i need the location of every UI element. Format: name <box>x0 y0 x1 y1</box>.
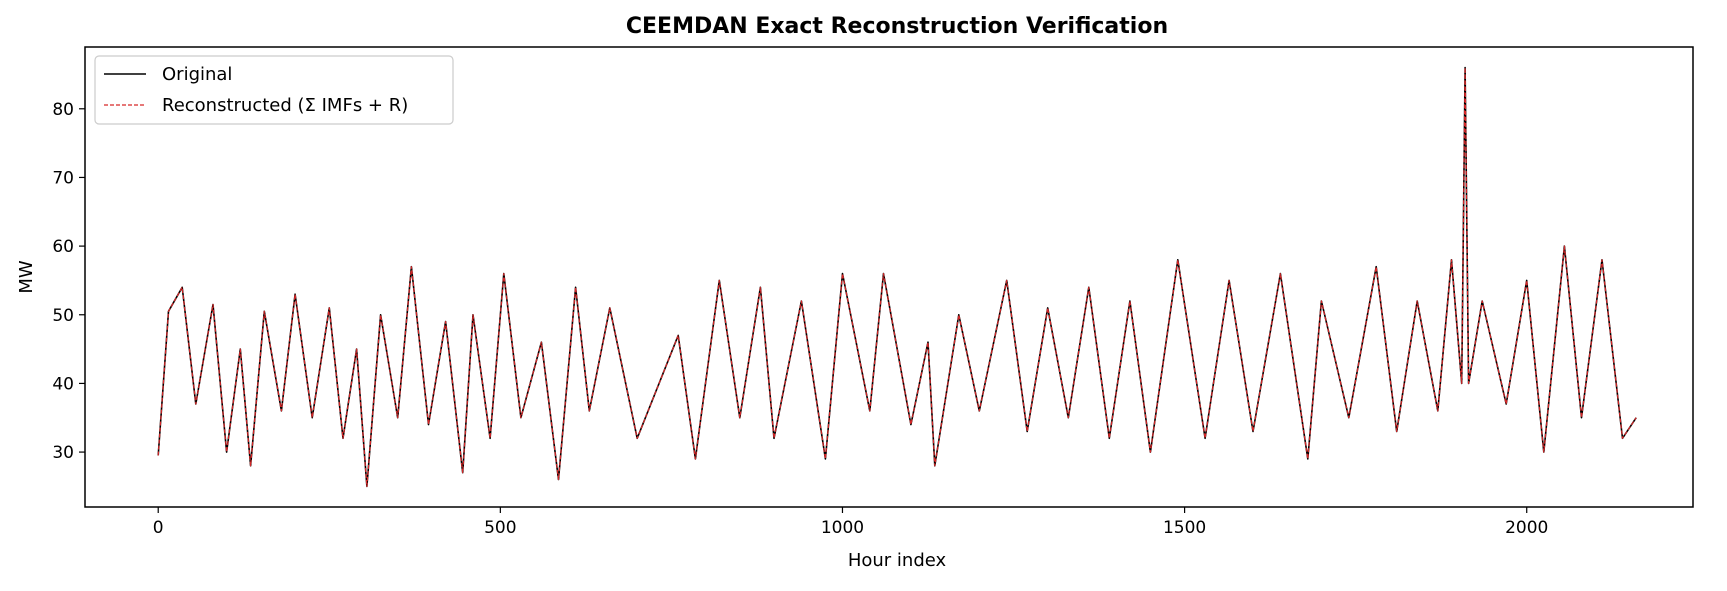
y-tick-label: 40 <box>52 374 74 394</box>
legend: Original Reconstructed (Σ IMFs + R) <box>94 55 454 125</box>
y-tick-label: 30 <box>52 443 74 463</box>
x-axis-label: Hour index <box>848 550 947 571</box>
chart-title: CEEMDAN Exact Reconstruction Verificatio… <box>626 14 1168 39</box>
legend-box <box>94 55 454 125</box>
plot-content <box>157 66 1637 488</box>
y-tick-label: 50 <box>52 306 74 326</box>
x-tick-label: 2000 <box>1505 518 1548 538</box>
x-tick-label: 500 <box>484 518 516 538</box>
y-tick-label: 60 <box>52 237 74 257</box>
y-axis-label: MW <box>16 260 37 294</box>
series-line-reconstructed <box>157 66 1637 487</box>
x-tick-label: 1000 <box>821 518 864 538</box>
x-tick-label: 0 <box>153 518 164 538</box>
y-tick-label: 80 <box>52 100 74 120</box>
axes-frame <box>84 46 1694 508</box>
x-axis: 0 500 1000 1500 2000 <box>153 507 1548 538</box>
y-tick-label: 70 <box>52 168 74 188</box>
x-tick-label: 1500 <box>1163 518 1206 538</box>
legend-label-original: Original <box>162 64 232 85</box>
y-axis: 30 40 50 60 70 80 <box>52 100 85 463</box>
legend-label-reconstructed: Reconstructed (Σ IMFs + R) <box>162 95 408 116</box>
